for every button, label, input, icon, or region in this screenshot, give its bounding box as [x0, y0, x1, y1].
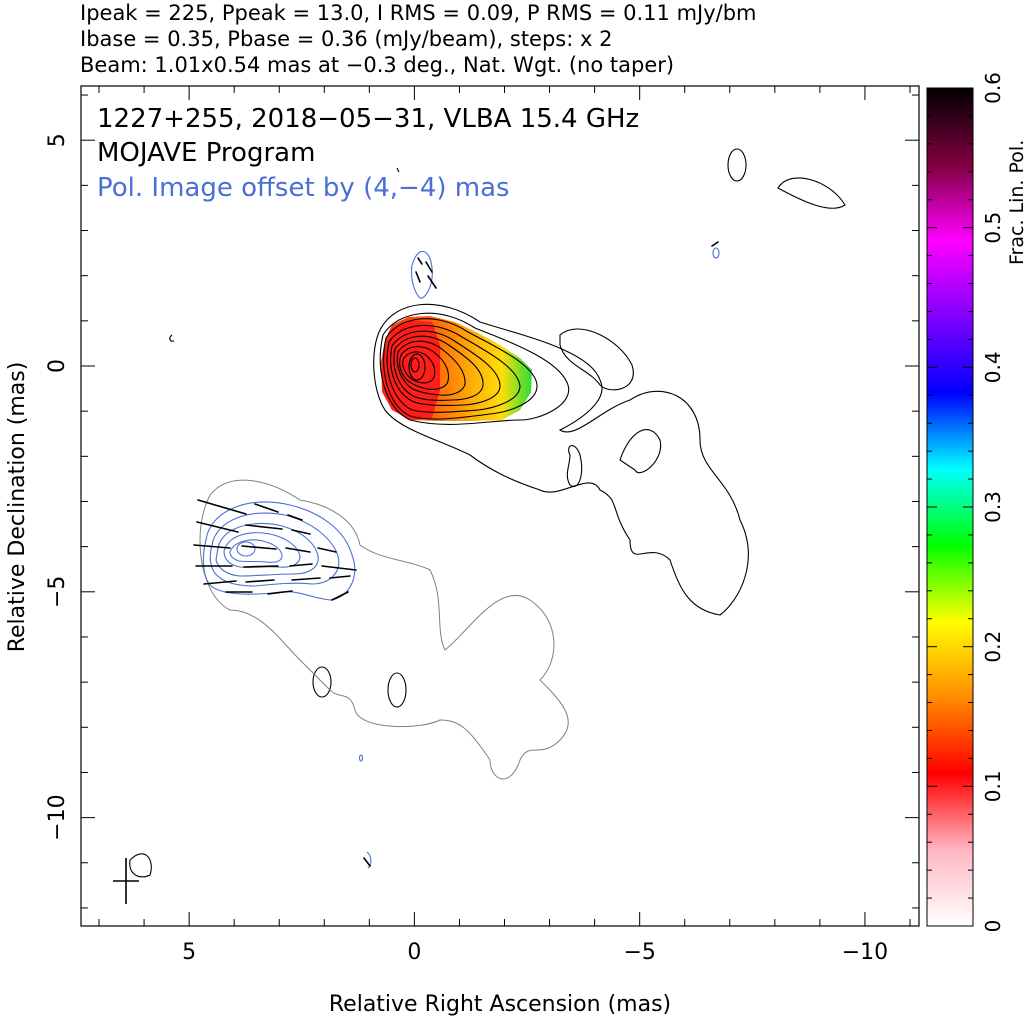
evpa-stick — [417, 257, 423, 265]
evpa-stick — [289, 563, 313, 567]
beam-marker — [113, 858, 139, 904]
evpa-stick — [243, 565, 279, 568]
x-tick-label: −5 — [623, 940, 655, 965]
evpa-stick — [245, 524, 283, 530]
evpa-stick — [193, 544, 231, 549]
evpa-stick — [291, 529, 311, 535]
header-line-2: Ibase = 0.35, Pbase = 0.36 (mJy/beam), s… — [80, 27, 613, 51]
evpa-stick — [285, 547, 311, 553]
y-axis-label: Relative Declination (mas) — [5, 362, 30, 653]
colorbar-tick-label: 0.1 — [981, 770, 1005, 802]
axis-ticks — [81, 86, 919, 926]
colorbar-label: Frac. Lin. Pol. — [1006, 140, 1027, 265]
evpa-stick — [241, 545, 277, 550]
x-tick-label: 0 — [407, 940, 421, 965]
evpa-stick — [245, 579, 275, 583]
evpa-stick — [197, 499, 247, 515]
colorbar-tick-label: 0.6 — [981, 72, 1005, 104]
colorbar-tick-label: 0.3 — [981, 491, 1005, 523]
y-tick-label: −5 — [45, 576, 70, 608]
x-tick-label: −10 — [842, 940, 888, 965]
header-line-1: Ipeak = 225, Ppeak = 13.0, I RMS = 0.09,… — [80, 1, 757, 25]
colorbar-tick-label: 0.4 — [981, 351, 1005, 383]
evpa-stick — [427, 275, 437, 289]
x-tick-label: 5 — [182, 940, 196, 965]
y-tick-label: 5 — [45, 133, 70, 147]
evpa-stick — [317, 547, 337, 553]
evpa-vectors — [193, 241, 719, 867]
colorbar-tick-label: 0.2 — [981, 631, 1005, 663]
pol-offset-annotation: Pol. Image offset by (4,−4) mas — [97, 173, 510, 203]
program-annotation: MOJAVE Program — [97, 138, 315, 168]
plot-frame — [80, 85, 920, 927]
source-annotation: 1227+255, 2018−05−31, VLBA 15.4 GHz — [97, 104, 639, 134]
x-tick-labels: 5 0 −5 −10 — [182, 940, 888, 965]
total-intensity-contours — [129, 148, 846, 878]
pol-base-contour — [199, 479, 569, 780]
evpa-stick — [254, 503, 279, 513]
y-tick-label: 0 — [45, 359, 70, 373]
evpa-stick — [291, 577, 321, 581]
evpa-stick — [425, 261, 433, 273]
evpa-stick — [363, 857, 371, 867]
y-tick-labels: 5 0 −5 −10 — [45, 133, 70, 841]
evpa-stick — [287, 514, 303, 521]
colorbar-tick-label: 0.5 — [981, 212, 1005, 244]
plot-header: Ipeak = 225, Ppeak = 13.0, I RMS = 0.09,… — [80, 0, 1020, 78]
evpa-stick — [321, 565, 357, 571]
evpa-stick — [329, 575, 351, 579]
x-axis-label: Relative Right Ascension (mas) — [329, 992, 671, 1017]
evpa-stick — [711, 241, 719, 247]
evpa-stick — [203, 580, 237, 585]
evpa-stick — [415, 271, 421, 283]
colorbar: 0 0.1 0.2 0.3 0.4 0.5 0.6 Frac. Lin. Pol. — [926, 72, 1027, 933]
evpa-stick — [331, 591, 349, 601]
evpa-stick — [267, 590, 293, 595]
y-tick-label: −10 — [45, 794, 70, 840]
evpa-stick — [196, 521, 239, 533]
header-line-3: Beam: 1.01x0.54 mas at −0.3 deg., Nat. W… — [80, 53, 675, 77]
colorbar-tick-label: 0 — [981, 920, 1005, 933]
